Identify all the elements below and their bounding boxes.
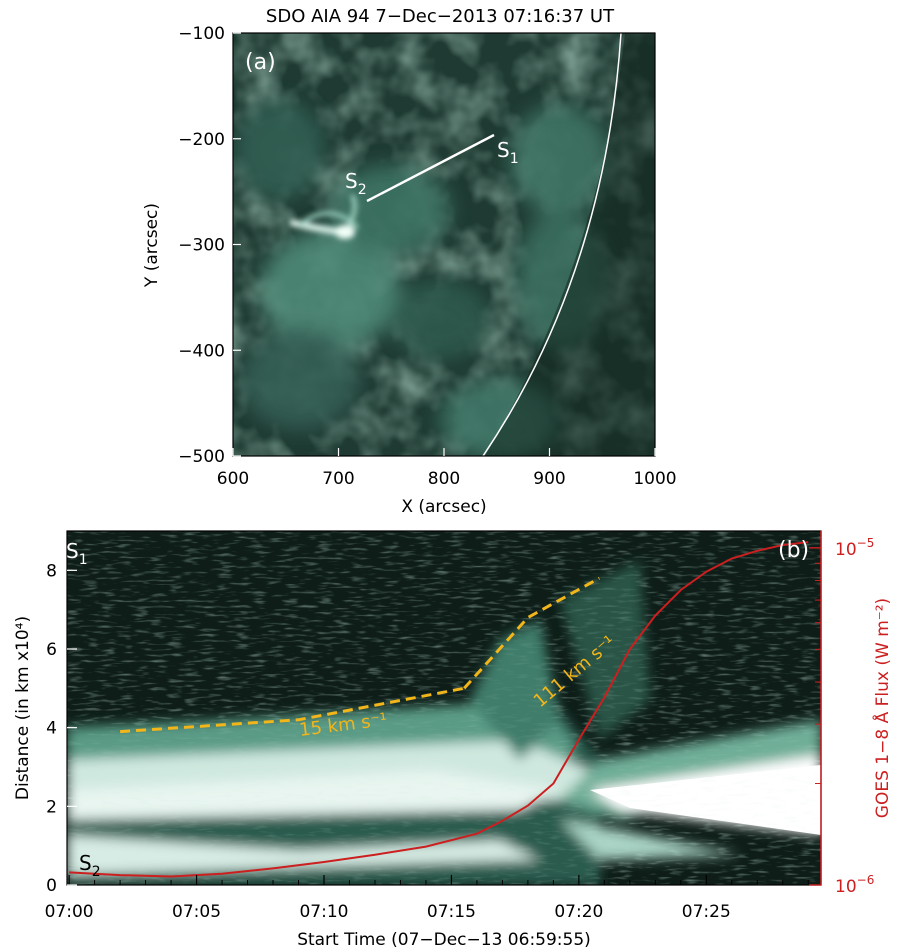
panel-b-ylabel-right: GOES 1−8 Å Flux (W m⁻²): [871, 598, 893, 818]
speed-fit-lines: [120, 576, 601, 734]
panel-a-xtick-label: 1000: [633, 469, 676, 489]
panel-b-image: [67, 531, 821, 885]
panel-b-right-tick-label: 10−6: [835, 873, 874, 897]
fit-line-fast: [463, 576, 601, 690]
panel-a-xtick-label: 700: [322, 469, 354, 489]
panel-b-xlabel: Start Time (07−Dec−13 06:59:55): [297, 930, 591, 950]
panel-b-label: (b): [778, 538, 809, 563]
panel-b-ylabel: Distance (in km x10⁴): [13, 616, 33, 800]
panel-a-ytick-label: −100: [178, 24, 225, 44]
panel-b-xtick-label: 07:05: [172, 902, 221, 922]
solar-limb: [482, 33, 622, 456]
fit-line-slow: [120, 686, 465, 734]
panel-a-ytick-label: −300: [178, 236, 225, 256]
panel-b-ytick-label: 2: [46, 797, 57, 817]
panel-a-title: SDO AIA 94 7−Dec−2013 07:16:37 UT: [266, 6, 615, 27]
panel-b-ytick-label: 6: [46, 640, 57, 660]
panel-a-ylabel: Y (arcsec): [142, 203, 162, 288]
panel-b-s2: S2: [79, 851, 101, 880]
panel-a-ytick-label: −200: [178, 130, 225, 150]
panel-a-image: [233, 33, 655, 456]
panel-a-xtick-label: 900: [533, 469, 565, 489]
panel-b-xtick-label: 07:10: [299, 902, 348, 922]
panel-b-xtick-label: 07:00: [45, 902, 94, 922]
panel-a-xtick-label: 800: [428, 469, 460, 489]
panel-b-right-tick-label: 10−5: [835, 536, 874, 560]
panel-a-label: (a): [245, 50, 276, 75]
goes-flux-line: [69, 541, 809, 878]
panel-b-ytick-label: 4: [46, 719, 57, 739]
panel-a-ytick-label: −500: [178, 447, 225, 467]
panel-b-xtick-label: 07:20: [554, 902, 603, 922]
panel-a-ytick-label: −400: [178, 341, 225, 361]
goes-flux-curve: [69, 541, 809, 878]
panel-b-xtick-label: 07:15: [427, 902, 476, 922]
panel-a-xlabel: X (arcsec): [401, 497, 486, 517]
panel-a-axes: 600 700 800 900 1000 −100 −200 −300 −400 −500: [178, 24, 676, 489]
panel-b-ytick-label: 0: [46, 876, 57, 896]
slit-line: [366, 133, 495, 203]
slit-label-s2: S2: [345, 169, 367, 198]
panel-b-s1: S1: [66, 539, 88, 568]
panel-b-xtick-label: 07:25: [682, 902, 731, 922]
panel-b-ytick-label: 8: [46, 561, 57, 581]
slit-label-s1: S1: [497, 138, 519, 167]
panel-b-axes: 07:00 07:05 07:10 07:15 07:20 07:25 0 2 4 6 8 10−6 1…: [45, 531, 874, 922]
panel-a-xtick-label: 600: [217, 469, 249, 489]
